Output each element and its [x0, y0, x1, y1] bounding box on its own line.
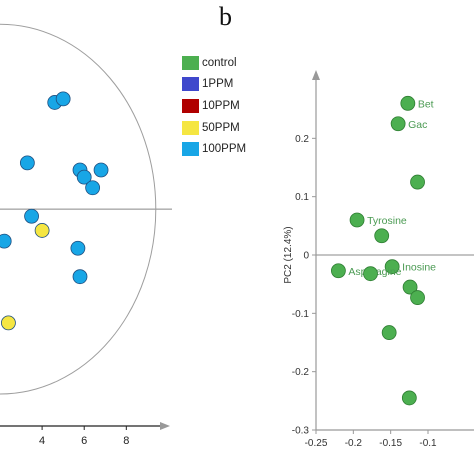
panel-b-y-tick-label: 0.1	[295, 192, 309, 203]
legend-label: control	[202, 56, 237, 69]
panel-b-y-axis-arrow	[312, 70, 320, 80]
panel-a-confidence-ellipse	[0, 23, 157, 395]
panel-b-x-tick-label: -0.25	[305, 438, 328, 449]
panel-b-point-label: Tyrosine	[367, 215, 407, 227]
legend: control 1PPM 10PPM 50PPM 100PPM	[182, 52, 246, 160]
panel-b-point	[410, 290, 425, 305]
panel-a-point-100ppm	[72, 269, 88, 285]
panel-a-point-100ppm	[24, 208, 39, 224]
panel-a-x-axis-arrow	[160, 422, 170, 430]
panel-b-point	[363, 266, 378, 282]
panel-a-point-100ppm	[76, 169, 92, 185]
panel-b-point	[384, 259, 400, 275]
panel-b-point	[400, 95, 416, 111]
panel-b-y-tick-label: -0.3	[292, 426, 310, 437]
legend-label: 50PPM	[202, 121, 240, 134]
panel-b-point	[381, 325, 397, 340]
panel-a-point-100ppm	[93, 162, 109, 178]
panel-b-scatter: 0.2 0.1 0 -0.1 -0.2 -0.3-0.25 -0.2 -0.15 -0.1 PC…	[283, 70, 474, 449]
panel-a-point-100ppm	[70, 240, 86, 256]
legend-label: 10PPM	[202, 99, 240, 112]
legend-swatch	[182, 142, 199, 157]
legend-swatch	[182, 98, 199, 113]
panel-b-x-tick-label: -0.15	[379, 438, 402, 449]
panel-a-point-100ppm	[19, 155, 35, 171]
panel-b-y-tick-label: -0.1	[292, 309, 310, 320]
panel-b-y-tick-label: 0.2	[295, 134, 309, 145]
legend-swatch	[182, 77, 199, 92]
panel-a-point-100ppm	[85, 180, 101, 196]
panel-b-y-tick-label: -0.2	[292, 367, 310, 378]
panel-b-point	[330, 263, 346, 279]
legend-item-control: control	[182, 52, 246, 74]
panel-b-point	[401, 390, 417, 406]
panel-a-x-tick-label: 8	[123, 435, 129, 447]
panel-b-letter: b	[219, 2, 232, 31]
legend-swatch	[182, 55, 199, 70]
panel-a-scatter: 4 6 8	[0, 23, 172, 447]
panel-b-point	[374, 228, 390, 244]
panel-b-y-tick-label: 0	[303, 251, 309, 262]
legend-swatch	[182, 120, 199, 135]
legend-item-10ppm: 10PPM	[182, 95, 246, 117]
panel-b-y-axis-label: PC2 (12.4%)	[283, 226, 294, 283]
panel-b-point	[410, 174, 425, 190]
panel-a-point-50ppm	[1, 315, 16, 331]
panel-a-x-tick-label: 6	[81, 435, 87, 447]
panel-b-x-tick-label: -0.2	[345, 438, 363, 449]
panel-a-x-tick-label: 4	[39, 435, 45, 447]
panel-b-point	[402, 279, 418, 295]
legend-label: 1PPM	[202, 78, 234, 91]
panel-a-point-100ppm	[0, 233, 12, 249]
panel-b-point-label: Gac	[408, 119, 427, 131]
panel-b-x-tick-label: -0.1	[419, 438, 437, 449]
panel-a-point-100ppm	[55, 91, 71, 107]
legend-label: 100PPM	[202, 143, 247, 156]
panel-b-point-label: Bet	[418, 98, 434, 110]
legend-item-100ppm: 100PPM	[182, 138, 246, 160]
legend-item-1ppm: 1PPM	[182, 74, 246, 96]
panel-b-point	[390, 116, 406, 132]
legend-item-50ppm: 50PPM	[182, 117, 246, 139]
panel-b-point-label: Inosine	[402, 262, 436, 274]
panel-b-point	[349, 212, 365, 228]
panel-a-point-50ppm	[34, 223, 50, 238]
